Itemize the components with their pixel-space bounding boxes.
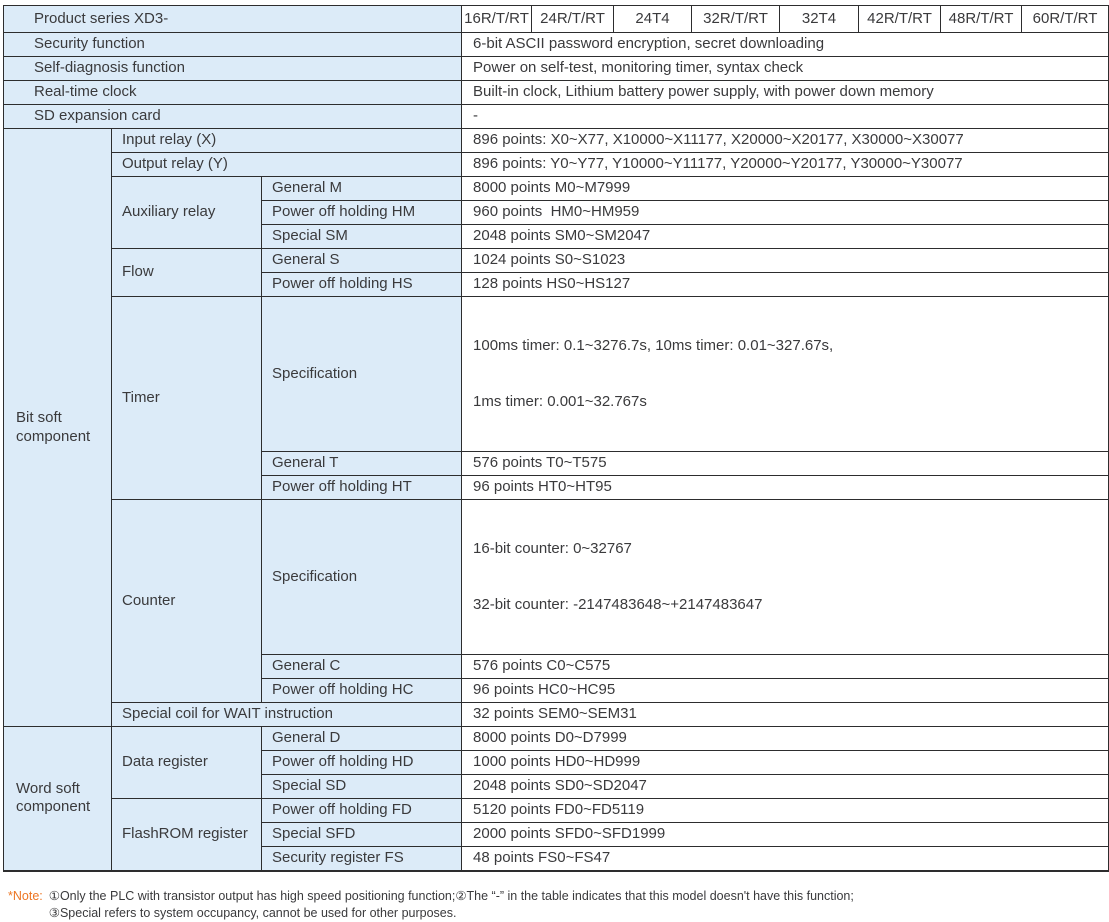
holding-hs-value: 128 points HS0~HS127 (461, 272, 1109, 297)
note-label: *Note: (8, 888, 43, 903)
general-s-value: 1024 points S0~S1023 (461, 248, 1109, 273)
special-sfd-label: Special SFD (260, 822, 463, 847)
special-sd-value: 2048 points SD0~SD2047 (461, 774, 1109, 799)
general-t-value: 576 points T0~T575 (461, 451, 1109, 476)
wait-coil-value: 32 points SEM0~SEM31 (461, 702, 1109, 727)
general-s-label: General S (260, 248, 463, 273)
row-holding-hs: Power off holding HS 128 points HS0~HS12… (4, 272, 1109, 297)
general-m-label: General M (260, 176, 463, 201)
holding-hd-value: 1000 points HD0~HD999 (461, 750, 1109, 775)
row-general-d: Word soft component Data register Genera… (3, 725, 1109, 872)
timer-label: Timer (111, 296, 262, 500)
timer-spec-value: 100ms timer: 0.1~3276.7s, 10ms timer: 0.… (461, 296, 1109, 452)
row-holding-fd: FlashROM register Power off holding FD 5… (4, 797, 1109, 872)
special-sm-label: Special SM (260, 224, 463, 249)
row-holding-hc: Power off holding HC 96 points HC0~HC95 (4, 678, 1109, 703)
model-header-cell: 60R/T/RT (1021, 5, 1109, 33)
plc-spec-table: Product series XD3- 16R/T/RT 24R/T/RT 24… (2, 5, 1109, 872)
holding-hd-label: Power off holding HD (260, 750, 463, 775)
security-fs-label: Security register FS (260, 845, 463, 872)
product-series-label: Product series XD3- (2, 5, 463, 33)
counter-spec-label: Specification (260, 499, 463, 655)
general-c-value: 576 points C0~C575 (461, 654, 1109, 679)
holding-hm-value: 960 points HM0~HM959 (461, 200, 1109, 225)
row-general-c: General C 576 points C0~C575 (4, 654, 1109, 679)
general-t-label: General T (260, 451, 463, 476)
footnote: *Note: ①Only the PLC with transistor out… (8, 888, 1109, 922)
security-function-value: 6-bit ASCII password encryption, secret … (461, 32, 1109, 57)
row-general-m: Auxiliary relay General M 8000 points M0… (4, 176, 1109, 249)
row-timer-specification: Timer Specification 100ms timer: 0.1~327… (4, 296, 1109, 500)
general-d-label: General D (260, 726, 463, 751)
auxiliary-relay-label: Auxiliary relay (111, 176, 262, 249)
row-sd-expansion-card: SD expansion card - (2, 104, 1109, 129)
general-c-label: General C (260, 654, 463, 679)
wait-coil-label: Special coil for WAIT instruction (110, 702, 463, 727)
holding-ht-label: Power off holding HT (260, 475, 463, 500)
word-soft-group-label: Word soft component (3, 725, 112, 872)
holding-hc-value: 96 points HC0~HC95 (461, 678, 1109, 703)
general-m-value: 8000 points M0~M7999 (461, 176, 1109, 201)
real-time-clock-label: Real-time clock (2, 80, 463, 105)
model-header-cell: 24R/T/RT (531, 5, 615, 33)
real-time-clock-value: Built-in clock, Lithium battery power su… (461, 80, 1109, 105)
holding-hs-label: Power off holding HS (260, 272, 463, 297)
self-diagnosis-label: Self-diagnosis function (2, 56, 463, 81)
security-fs-value: 48 points FS0~FS47 (461, 845, 1109, 872)
holding-fd-label: Power off holding FD (260, 798, 463, 823)
special-sm-value: 2048 points SM0~SM2047 (461, 224, 1109, 249)
note-line1: ①Only the PLC with transistor output has… (48, 888, 854, 903)
counter-spec-line1: 16-bit counter: 0~32767 (473, 539, 632, 557)
row-security-function: Security function 6-bit ASCII password e… (2, 32, 1109, 57)
row-counter-specification: Counter Specification 16-bit counter: 0~… (4, 499, 1109, 703)
timer-spec-line1: 100ms timer: 0.1~3276.7s, 10ms timer: 0.… (473, 336, 834, 354)
flashrom-register-label: FlashROM register (111, 797, 262, 872)
row-real-time-clock: Real-time clock Built-in clock, Lithium … (2, 80, 1109, 105)
model-header-cell: 16R/T/RT (461, 5, 533, 33)
holding-hm-label: Power off holding HM (260, 200, 463, 225)
holding-ht-value: 96 points HT0~HT95 (461, 475, 1109, 500)
row-input-relay: Bit soft component Input relay (X) 896 p… (3, 128, 1109, 727)
note-line2: ③Special refers to system occupancy, can… (48, 905, 457, 920)
model-header-cell: 48R/T/RT (940, 5, 1023, 33)
timer-spec-label: Specification (260, 296, 463, 452)
flow-label: Flow (111, 248, 262, 297)
timer-spec-line2: 1ms timer: 0.001~32.767s (473, 392, 647, 410)
counter-label: Counter (111, 499, 262, 703)
input-relay-label: Input relay (X) (110, 128, 463, 153)
sd-expansion-label: SD expansion card (2, 104, 463, 129)
counter-spec-line2: 32-bit counter: -2147483648~+2147483647 (473, 595, 763, 613)
model-header-cell: 24T4 (613, 5, 693, 33)
special-sd-label: Special SD (260, 774, 463, 799)
model-header-cell: 32R/T/RT (691, 5, 781, 33)
input-relay-value: 896 points: X0~X77, X10000~X11177, X2000… (461, 128, 1109, 153)
sd-expansion-value: - (461, 104, 1109, 129)
bit-soft-group-label: Bit soft component (3, 128, 112, 727)
row-special-sm: Special SM 2048 points SM0~SM2047 (4, 224, 1109, 249)
output-relay-label: Output relay (Y) (110, 152, 463, 177)
counter-spec-value: 16-bit counter: 0~32767 32-bit counter: … (461, 499, 1109, 655)
model-header-cell: 32T4 (779, 5, 860, 33)
special-sfd-value: 2000 points SFD0~SFD1999 (461, 822, 1109, 847)
row-wait-coil: Special coil for WAIT instruction 32 poi… (4, 702, 1109, 727)
header-row: Product series XD3- 16R/T/RT 24R/T/RT 24… (2, 5, 1109, 33)
security-function-label: Security function (2, 32, 463, 57)
output-relay-value: 896 points: Y0~Y77, Y10000~Y11177, Y2000… (461, 152, 1109, 177)
self-diagnosis-value: Power on self-test, monitoring timer, sy… (461, 56, 1109, 81)
data-register-label: Data register (111, 726, 262, 799)
holding-fd-value: 5120 points FD0~FD5119 (461, 798, 1109, 823)
holding-hc-label: Power off holding HC (260, 678, 463, 703)
row-self-diagnosis: Self-diagnosis function Power on self-te… (2, 56, 1109, 81)
model-header-cell: 42R/T/RT (858, 5, 942, 33)
row-general-s: Flow General S 1024 points S0~S1023 (4, 248, 1109, 297)
general-d-value: 8000 points D0~D7999 (461, 726, 1109, 751)
row-holding-hm: Power off holding HM 960 points HM0~HM95… (4, 200, 1109, 225)
note-text: ①Only the PLC with transistor output has… (49, 888, 854, 922)
row-output-relay: Output relay (Y) 896 points: Y0~Y77, Y10… (4, 152, 1109, 177)
